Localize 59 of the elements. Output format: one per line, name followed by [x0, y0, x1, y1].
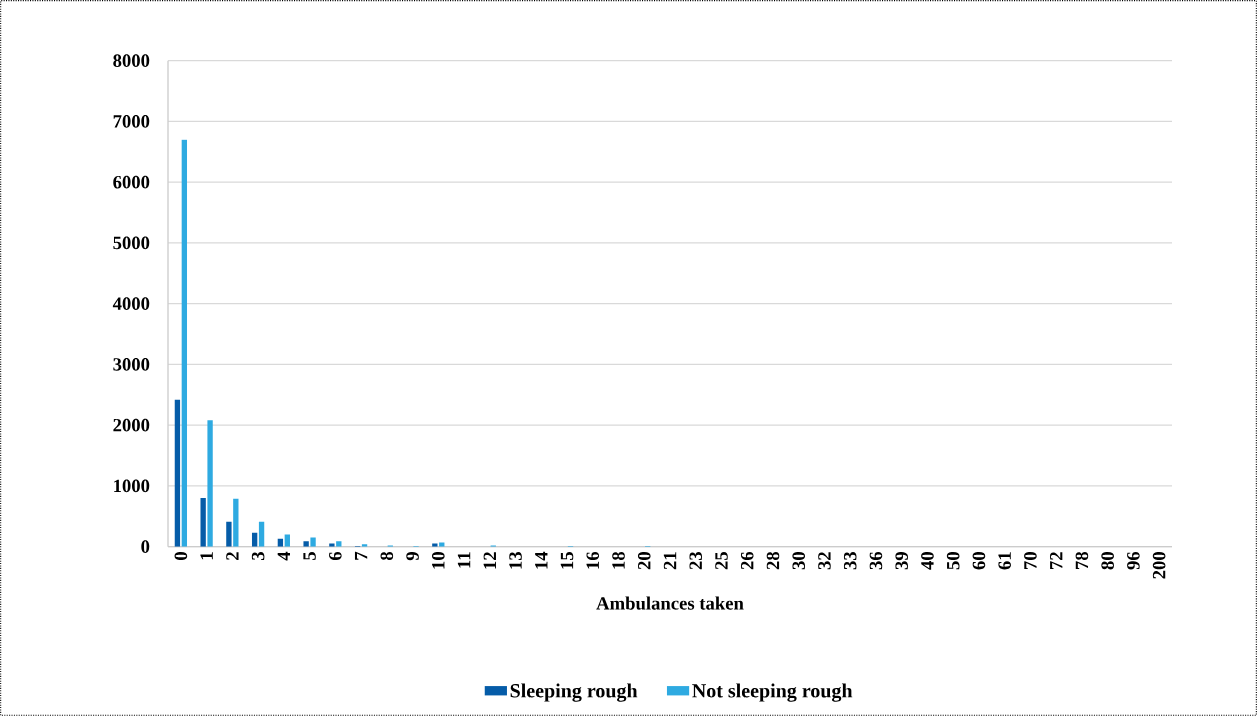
bar — [226, 521, 232, 547]
x-tick-label: 10 — [432, 552, 445, 569]
x-tick-label: 70 — [1024, 552, 1037, 569]
x-tick-label: 3 — [251, 552, 265, 560]
x-tick-label: 40 — [921, 552, 934, 570]
x-tick-label: 8 — [380, 551, 394, 561]
x-tick-label: 21 — [663, 552, 677, 570]
x-tick-label: 36 — [869, 551, 883, 570]
x-tick-label: 72 — [1049, 552, 1063, 569]
y-tick-label: 8000 — [113, 54, 150, 67]
y-tick-label: 5000 — [113, 236, 150, 250]
bar — [310, 537, 316, 547]
x-tick-label: 12 — [483, 552, 496, 569]
bar — [303, 541, 309, 547]
x-tick-label: 1 — [200, 552, 213, 560]
x-tick-label: 39 — [895, 552, 908, 570]
x-tick-label: 11 — [457, 552, 471, 568]
x-tick-label: 0 — [174, 552, 188, 560]
x-tick-label: 30 — [792, 552, 806, 570]
x-tick-label: 14 — [535, 551, 548, 569]
bar — [233, 498, 239, 547]
x-tick-label: 96 — [1127, 551, 1140, 570]
x-tick-label: 50 — [946, 552, 960, 570]
x-tick-label: 16 — [586, 551, 600, 569]
x-tick-label: 33 — [843, 552, 857, 570]
x-tick-label: 61 — [998, 552, 1011, 570]
bar — [181, 139, 188, 547]
x-tick-label: 23 — [689, 552, 703, 570]
bar — [258, 521, 265, 547]
x-tick-label: 9 — [406, 552, 419, 561]
y-tick-label: 4000 — [112, 297, 150, 310]
x-tick-label: 200 — [1152, 552, 1166, 579]
x-tick-label: 5 — [303, 552, 316, 560]
x-axis-title: Ambulances taken — [596, 596, 744, 610]
legend-label: Sleeping rough — [510, 683, 638, 702]
y-tick-label: 3000 — [113, 358, 150, 371]
legend-label: Not sleeping rough — [692, 683, 853, 702]
x-tick-label: 28 — [766, 551, 780, 570]
x-tick-label: 78 — [1075, 551, 1089, 569]
x-tick-label: 18 — [612, 551, 625, 569]
x-tick-label: 60 — [972, 552, 986, 570]
bar — [200, 498, 206, 547]
y-tick-label: 1000 — [114, 479, 150, 493]
x-tick-label: 25 — [715, 552, 728, 570]
x-tick-label: 26 — [740, 551, 754, 570]
x-tick-label: 6 — [329, 551, 342, 561]
bar — [174, 399, 181, 547]
x-tick-label: 32 — [818, 552, 831, 570]
x-tick-label: 80 — [1101, 552, 1114, 570]
y-tick-label: 2000 — [113, 418, 150, 432]
x-tick-label: 4 — [277, 551, 290, 561]
x-tick-label: 7 — [354, 551, 368, 560]
y-tick-label: 6000 — [113, 175, 150, 189]
bar — [207, 420, 213, 547]
x-tick-label: 13 — [509, 552, 522, 569]
x-tick-label: 15 — [560, 552, 574, 569]
x-tick-label: 2 — [226, 552, 239, 560]
x-tick-label: 20 — [637, 552, 651, 570]
y-tick-label: 7000 — [113, 115, 150, 128]
